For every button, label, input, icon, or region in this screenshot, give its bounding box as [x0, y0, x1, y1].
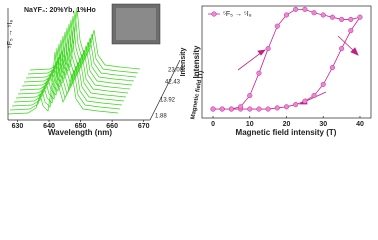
- x-tick-label: 660: [106, 123, 118, 130]
- x-tick-label: 640: [43, 123, 55, 130]
- plot-frame: [201, 5, 372, 119]
- x-tick-label: 20: [283, 121, 291, 128]
- point: [274, 105, 280, 111]
- point: [329, 14, 335, 20]
- tem-texture: [116, 8, 156, 40]
- x-label: Wavelength (nm): [48, 128, 112, 137]
- point: [320, 81, 326, 87]
- point: [348, 16, 354, 22]
- y-label: Intensity: [192, 45, 201, 78]
- point: [265, 106, 271, 112]
- x-tick-label: 0: [211, 121, 215, 128]
- z-tick-label: 23.03: [168, 68, 184, 74]
- transition-label: ⁵F₅ → ⁵I₈: [7, 20, 14, 49]
- point: [329, 65, 335, 71]
- z-tick-label: 42.43: [165, 80, 181, 86]
- legend-marker: [211, 11, 217, 17]
- point: [302, 6, 308, 12]
- point: [339, 46, 345, 52]
- arrows: [237, 35, 359, 105]
- z-tick-label: 1.88: [155, 114, 167, 120]
- point: [256, 70, 262, 76]
- point: [238, 104, 244, 110]
- point: [302, 98, 308, 104]
- point: [283, 12, 290, 18]
- z-tick-label: 13.92: [160, 98, 176, 104]
- legend-label: ⁵F₅ → ⁵I₈: [223, 11, 252, 18]
- point: [293, 102, 299, 108]
- x-tick-label: 650: [75, 123, 87, 130]
- x-label: Magnetic field intensity (T): [236, 128, 337, 137]
- point: [293, 6, 299, 12]
- point: [311, 10, 317, 16]
- point: [274, 23, 280, 29]
- point: [210, 106, 216, 112]
- point: [228, 106, 234, 112]
- point: [219, 106, 225, 112]
- point: [283, 104, 290, 110]
- point: [256, 106, 262, 112]
- x-tick-label: 40: [356, 121, 364, 128]
- point: [348, 28, 354, 34]
- x-tick-label: 670: [138, 123, 150, 130]
- z-axis: [149, 59, 181, 121]
- point: [311, 93, 317, 99]
- x-tick-label: 10: [246, 121, 254, 128]
- point: [320, 12, 326, 18]
- x-tick-label: 30: [319, 121, 327, 128]
- point: [357, 14, 363, 20]
- series-line: [213, 8, 361, 110]
- y-label: Intensity: [180, 48, 187, 77]
- figure: NaYF₄: 20%Yb, 1%Ho ⁵F₅ → ⁵I₈ Wavelength …: [7, 3, 372, 137]
- annotation: NaYF₄: 20%Yb, 1%Ho: [24, 7, 96, 14]
- x-tick-label: 630: [12, 123, 24, 130]
- point: [265, 46, 271, 52]
- point: [247, 106, 253, 112]
- point: [339, 16, 345, 22]
- point: [247, 93, 253, 99]
